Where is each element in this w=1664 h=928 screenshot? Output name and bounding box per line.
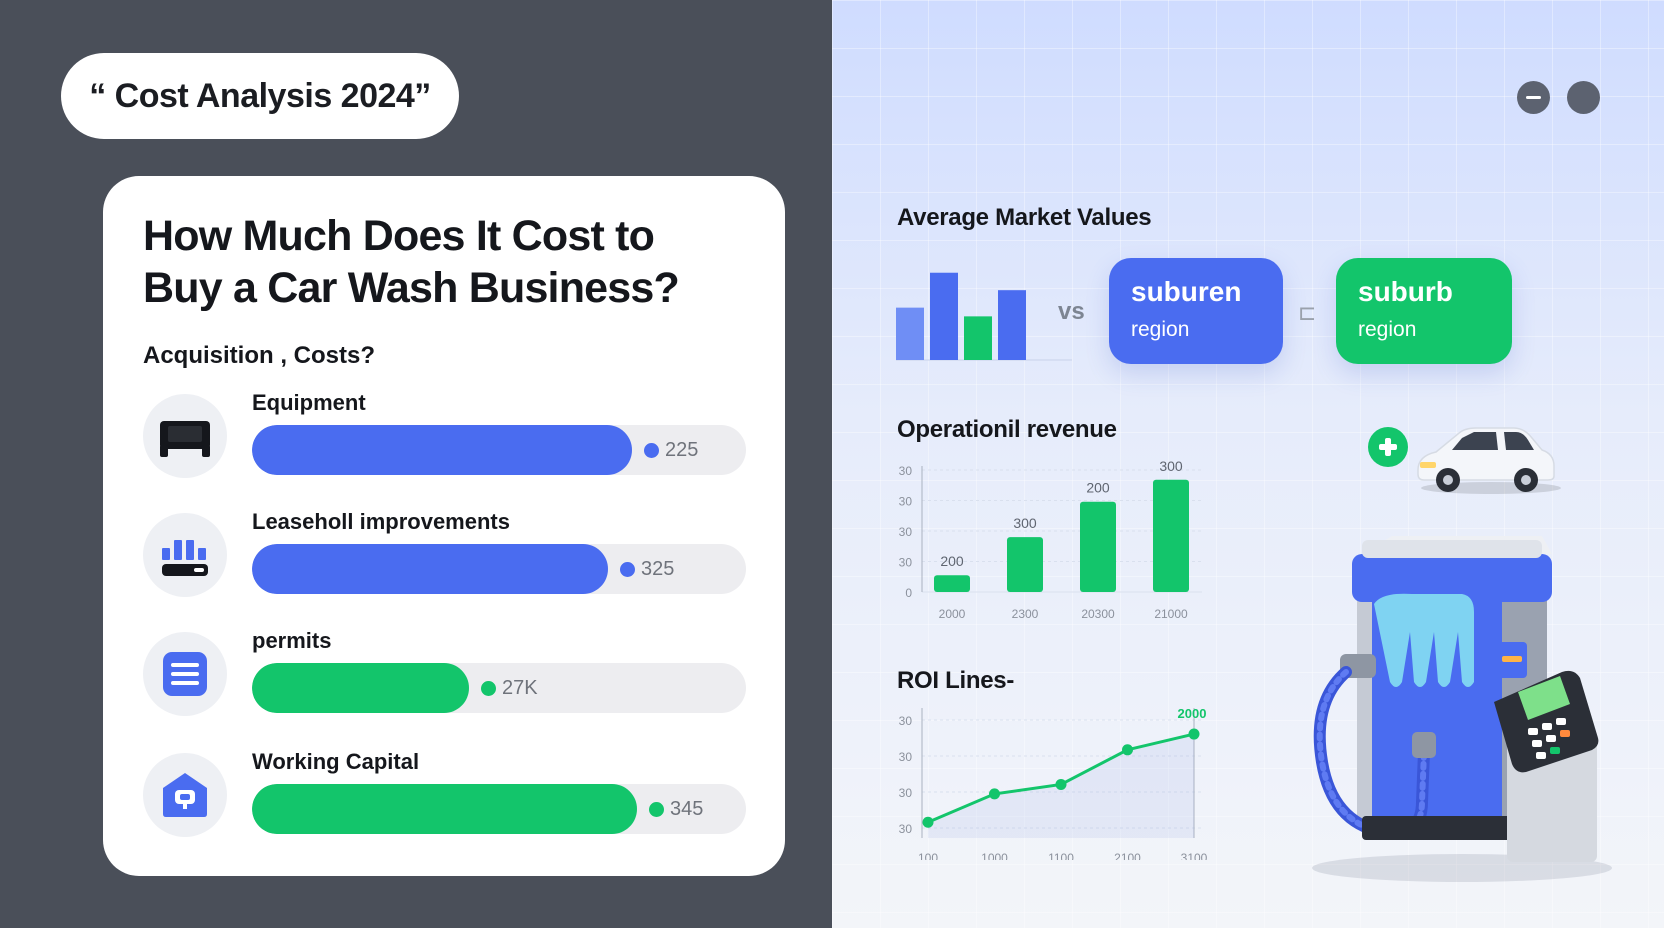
revenue-title: Operationil revenue (897, 416, 1117, 443)
roi-point (989, 788, 1000, 800)
region-card-suburen[interactable]: suburen region (1109, 258, 1283, 364)
revenue-bar (1007, 537, 1043, 592)
y-tick-label: 30 (899, 786, 913, 800)
report-tag: “ Cost Analysis 2024” (61, 53, 459, 139)
y-tick-label: 30 (899, 750, 913, 764)
cost-value: 225 (665, 438, 699, 461)
market-title: Average Market Values (897, 204, 1152, 231)
cost-bar-track: 325 (252, 544, 746, 594)
cost-row-permits: permits 27K (143, 628, 753, 718)
data-label: 200 (1086, 480, 1110, 496)
roi-line-chart: 30 30 30 30 100 1000 1100 2100 3100 2000 (899, 706, 1208, 860)
x-tick-label: 21000 (1154, 607, 1188, 621)
revenue-bar (1080, 501, 1116, 592)
data-label: 300 (1013, 515, 1037, 531)
y-tick-label: 30 (899, 464, 913, 478)
separator-glyph: ⊏ (1298, 300, 1317, 325)
equipment-icon (143, 394, 227, 478)
car-wash-machine-illustration (1312, 536, 1612, 882)
roi-point (1188, 728, 1200, 740)
car-illustration (1368, 427, 1561, 494)
card-subtitle: Acquisition , Costs? (143, 342, 376, 369)
home-icon (143, 753, 227, 837)
cost-bar-fill (252, 425, 632, 475)
cost-value-group: 27K (481, 663, 538, 713)
roi-point (922, 816, 934, 828)
building-icon (143, 513, 227, 597)
value-dot (644, 442, 659, 458)
x-tick-label: 2100 (1114, 851, 1141, 860)
data-label: 200 (940, 553, 964, 569)
region-name: suburen (1131, 276, 1242, 307)
cost-bar-fill (252, 663, 469, 713)
left-panel: “ Cost Analysis 2024” How Much Does It C… (61, 53, 785, 876)
x-tick-label: 1000 (981, 851, 1008, 860)
roi-point (1055, 778, 1067, 790)
x-tick-label: 2300 (1012, 607, 1039, 621)
cost-bar-fill (252, 784, 637, 834)
value-dot (481, 680, 496, 696)
mini-bar (930, 272, 958, 360)
x-tick-label: 1100 (1048, 851, 1074, 860)
x-tick-label: 2000 (939, 607, 966, 621)
y-tick-label: 30 (899, 822, 913, 836)
y-tick-label: 30 (899, 525, 913, 539)
cost-row-leasehold: Leaseholl improvements 325 (143, 509, 753, 599)
y-tick-label: 30 (899, 495, 913, 509)
value-dot (620, 561, 635, 577)
mini-bar-chart (896, 272, 1072, 361)
mini-bar (964, 316, 992, 360)
x-tick-label: 20300 (1081, 607, 1115, 621)
y-tick-label: 0 (905, 586, 912, 600)
minimize-icon[interactable] (1517, 81, 1550, 114)
cost-label: Leaseholl improvements (252, 509, 510, 534)
revenue-bar (1153, 479, 1189, 592)
region-sub: region (1131, 318, 1190, 341)
cost-card: How Much Does It Cost to Buy a Car Wash … (103, 176, 785, 876)
cost-value-group: 325 (620, 544, 674, 594)
card-title: How Much Does It Cost to Buy a Car Wash … (143, 210, 743, 314)
roi-title: ROI Lines- (897, 667, 1015, 694)
cost-label: permits (252, 628, 332, 653)
cost-label: Working Capital (252, 749, 420, 774)
region-sub: region (1358, 318, 1417, 341)
mini-bar (998, 290, 1026, 360)
data-label: 300 (1159, 458, 1183, 474)
y-tick-label: 30 (899, 714, 913, 728)
cost-value: 27K (502, 676, 538, 699)
region-card-suburb[interactable]: suburb region (1336, 258, 1512, 364)
cost-bar-track: 225 (252, 425, 746, 475)
cost-row-working-capital: Working Capital 345 (143, 749, 753, 839)
document-icon (143, 632, 227, 716)
cost-value-group: 345 (649, 784, 703, 834)
end-value-label: 2000 (1178, 706, 1207, 721)
cost-value-group: 225 (644, 425, 698, 475)
mini-bar (896, 307, 924, 360)
card-title-line1: How Much Does It Cost to (143, 212, 655, 260)
cost-bar-track: 345 (252, 784, 746, 834)
x-tick-label: 100 (918, 851, 938, 860)
cost-bar-track: 27K (252, 663, 746, 713)
vs-label: vs (1058, 298, 1085, 325)
value-dot (649, 801, 664, 817)
region-name: suburb (1358, 276, 1453, 307)
cost-value: 345 (670, 797, 704, 820)
cost-value: 325 (641, 557, 675, 580)
cost-row-equipment: Equipment 225 (143, 390, 753, 480)
x-tick-label: 3100 (1181, 851, 1208, 860)
circle-button-icon[interactable] (1567, 81, 1600, 114)
y-tick-label: 30 (899, 556, 913, 570)
card-title-line2: Buy a Car Wash Business? (143, 264, 680, 312)
revenue-bar (934, 575, 970, 592)
cost-bar-fill (252, 544, 608, 594)
cost-label: Equipment (252, 390, 366, 415)
roi-point (1122, 744, 1133, 756)
